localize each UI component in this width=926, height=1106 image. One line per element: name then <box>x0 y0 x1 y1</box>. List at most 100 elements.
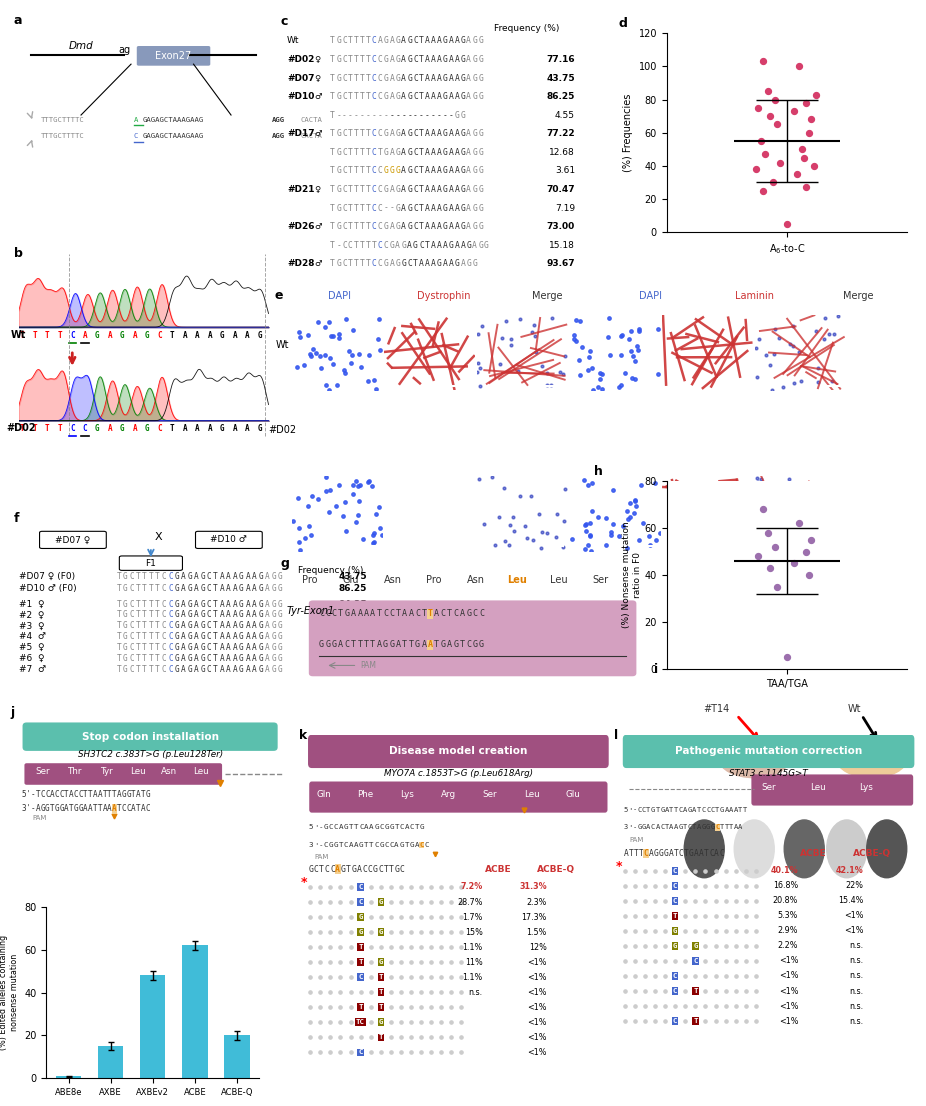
Text: T: T <box>366 222 370 231</box>
Text: A: A <box>69 790 74 800</box>
Text: G: G <box>239 599 244 608</box>
Text: A: A <box>232 584 237 593</box>
Text: T: T <box>646 806 651 813</box>
Text: C: C <box>358 1050 363 1055</box>
Text: G: G <box>145 790 150 800</box>
Text: G: G <box>395 204 400 212</box>
Text: A: A <box>182 331 187 340</box>
Text: #D02: #D02 <box>269 425 296 435</box>
Text: G: G <box>460 166 466 176</box>
Text: A: A <box>443 259 447 269</box>
Text: G: G <box>123 572 128 581</box>
Point <box>351 507 366 524</box>
Text: n.s.: n.s. <box>469 988 482 997</box>
Text: C: C <box>325 609 331 618</box>
Text: g: g <box>280 557 289 571</box>
Text: C: C <box>413 222 418 231</box>
Point <box>765 382 780 399</box>
Text: C: C <box>130 599 134 608</box>
Text: G: G <box>123 599 128 608</box>
Text: C: C <box>206 665 211 675</box>
Text: G: G <box>395 36 400 45</box>
Text: 7.2%: 7.2% <box>460 883 482 891</box>
Point <box>579 522 594 540</box>
Point <box>372 498 387 515</box>
Text: C: C <box>371 92 377 101</box>
Point <box>635 514 650 532</box>
Text: A: A <box>207 331 212 340</box>
Point <box>367 524 382 542</box>
Text: STAT3 c.1145G>T: STAT3 c.1145G>T <box>729 769 808 779</box>
Point <box>498 313 513 331</box>
Text: G: G <box>336 185 341 194</box>
Text: C: C <box>342 241 347 250</box>
Text: C: C <box>378 241 382 250</box>
Text: 16.8%: 16.8% <box>773 881 798 890</box>
Y-axis label: (%) Frequencies: (%) Frequencies <box>623 94 633 171</box>
Text: G: G <box>373 865 378 874</box>
Point <box>580 362 594 379</box>
Text: T: T <box>213 622 218 630</box>
Point <box>787 103 802 121</box>
Point <box>794 372 808 389</box>
Text: G: G <box>467 241 471 250</box>
Text: C: C <box>332 609 337 618</box>
Text: T: T <box>348 166 353 176</box>
Text: T: T <box>213 599 218 608</box>
Point <box>492 508 507 525</box>
Text: T: T <box>366 204 370 212</box>
Point <box>540 524 555 542</box>
Text: A: A <box>136 790 141 800</box>
Text: A: A <box>443 241 447 250</box>
Text: C: C <box>673 988 678 994</box>
Point <box>332 325 346 343</box>
Text: G: G <box>407 129 412 138</box>
Text: T: T <box>156 633 160 641</box>
Text: T: T <box>348 259 353 269</box>
Text: C: C <box>673 883 678 889</box>
Point <box>470 355 485 373</box>
Text: T: T <box>360 241 365 250</box>
Text: 2.9%: 2.9% <box>778 927 798 936</box>
Point <box>366 534 381 552</box>
Text: T: T <box>88 790 93 800</box>
Text: A: A <box>401 204 407 212</box>
Point <box>314 359 329 377</box>
Text: T: T <box>683 824 687 831</box>
Text: A: A <box>425 73 430 83</box>
Text: G: G <box>55 804 59 813</box>
Text: GAGAGCTAAAGAAG: GAGAGCTAAAGAAG <box>143 116 204 123</box>
Text: G: G <box>702 824 706 831</box>
Text: A: A <box>245 599 250 608</box>
Text: G: G <box>383 222 388 231</box>
Point <box>338 364 353 382</box>
Point <box>337 493 352 511</box>
Point <box>628 352 643 369</box>
Text: G: G <box>460 36 466 45</box>
Text: G: G <box>174 599 179 608</box>
Text: T: T <box>348 185 353 194</box>
Text: G: G <box>200 584 205 593</box>
Point <box>620 510 635 528</box>
Text: ACBE: ACBE <box>800 848 826 858</box>
Text: G: G <box>472 36 477 45</box>
Point <box>569 332 583 349</box>
Text: G: G <box>271 611 276 619</box>
Text: A: A <box>181 655 185 664</box>
Text: C: C <box>130 644 134 653</box>
Text: A: A <box>338 640 344 649</box>
Text: T: T <box>136 644 141 653</box>
Point <box>352 477 367 494</box>
Text: A: A <box>245 665 250 675</box>
Text: G: G <box>278 584 282 593</box>
Text: C: C <box>162 633 167 641</box>
Text: G: G <box>384 824 389 831</box>
Text: A: A <box>425 129 430 138</box>
Point <box>332 476 346 493</box>
Text: -: - <box>443 111 447 119</box>
Text: G: G <box>401 259 407 269</box>
Text: C: C <box>145 804 150 813</box>
Text: A: A <box>97 790 102 800</box>
Point <box>809 509 824 526</box>
Text: T: T <box>354 73 358 83</box>
